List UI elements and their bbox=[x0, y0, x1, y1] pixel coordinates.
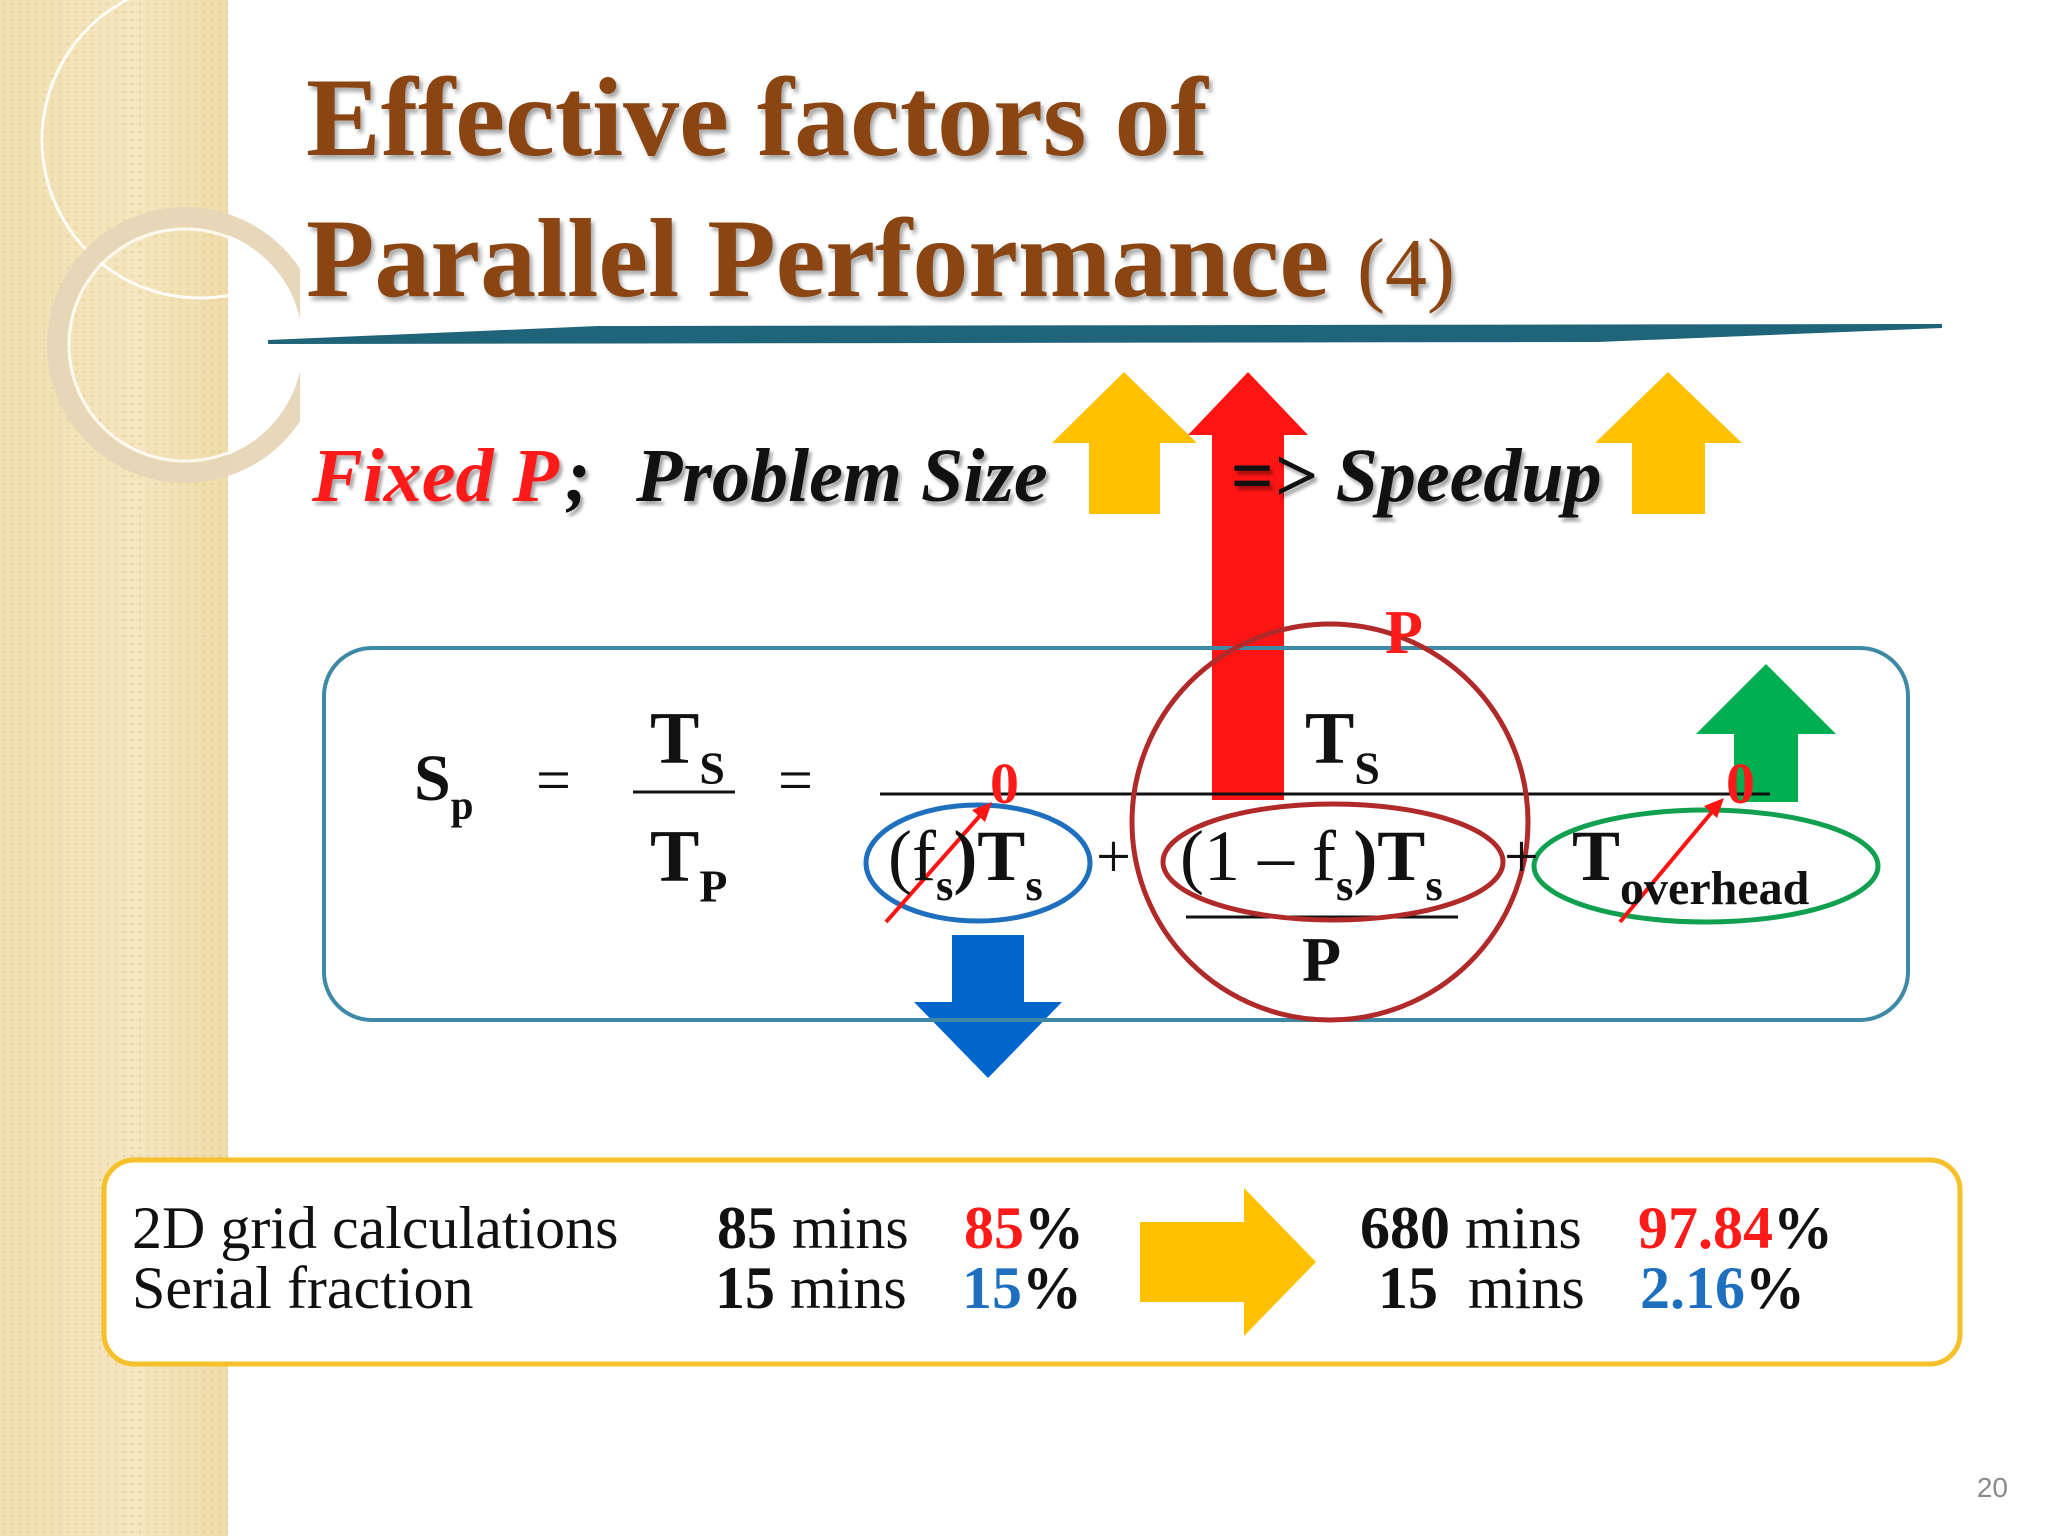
row2-time: 15 mins bbox=[715, 1258, 907, 1318]
fs-subscript: s bbox=[1335, 860, 1354, 911]
row1-unit: mins bbox=[792, 1195, 909, 1261]
plus-2: + bbox=[1504, 823, 1539, 891]
overhead-subscript: overhead bbox=[1620, 862, 1810, 915]
formula-tp-denominator: TP bbox=[650, 820, 727, 910]
ring-medium bbox=[47, 207, 300, 483]
row1-minutes: 85 bbox=[717, 1195, 777, 1261]
equals-1: = bbox=[536, 747, 571, 815]
speedup-label: => Speedup bbox=[1230, 434, 1602, 518]
ring-large bbox=[40, 0, 300, 300]
row2-percent: 15% bbox=[962, 1258, 1082, 1318]
decorative-rings bbox=[40, 0, 300, 483]
ts-subscript: S bbox=[699, 742, 725, 794]
row1-pct-sign-after: % bbox=[1773, 1195, 1833, 1261]
row2-pct-value-after: 2.16 bbox=[1640, 1255, 1745, 1321]
serial-term: (fs)Ts bbox=[888, 820, 1043, 908]
title-underline bbox=[268, 324, 1942, 344]
row2-time-after: 15 mins bbox=[1378, 1258, 1585, 1318]
green-up-arrow-icon bbox=[1696, 664, 1836, 802]
row2-pct-value: 15 bbox=[962, 1255, 1022, 1321]
strike-arrow-overhead bbox=[1618, 804, 1719, 924]
subtitle-semicolon: ; bbox=[565, 434, 591, 518]
strike-arrowhead-serial bbox=[972, 802, 992, 822]
row1-time-after: 680 mins bbox=[1360, 1198, 1582, 1258]
ts-symbol: T bbox=[1305, 698, 1355, 780]
ts-subscript: s bbox=[1425, 860, 1443, 911]
row1-pct-sign: % bbox=[1024, 1195, 1084, 1261]
red-ellipse-parallel-term bbox=[1160, 801, 1506, 923]
p-annotation: P bbox=[1385, 599, 1423, 667]
fs-subscript: s bbox=[935, 860, 954, 911]
fs-close-ts: )T bbox=[953, 816, 1026, 896]
tp-subscript: P bbox=[699, 860, 728, 912]
strike-arrowhead-overhead bbox=[1704, 798, 1724, 818]
page-number: 20 bbox=[1976, 1472, 2008, 1503]
sp-symbol: S bbox=[414, 742, 451, 815]
blue-down-arrow-icon bbox=[914, 935, 1062, 1078]
strike-arrow-serial bbox=[884, 808, 987, 924]
equals-2: = bbox=[778, 747, 813, 815]
slide-title-suffix: (4) bbox=[1357, 222, 1455, 315]
ts-symbol: T bbox=[650, 698, 700, 780]
formula-box bbox=[322, 646, 1910, 1022]
parallel-term: (1 – fs)Ts bbox=[1180, 820, 1443, 908]
row1-minutes-after: 680 bbox=[1360, 1195, 1450, 1261]
problem-size-label: Problem Size bbox=[636, 434, 1048, 518]
row2-pct-sign: % bbox=[1022, 1255, 1082, 1321]
sp-subscript: p bbox=[450, 782, 474, 828]
decorative-side-panel bbox=[0, 0, 228, 1536]
red-circle-parallel-term bbox=[1129, 621, 1531, 1023]
yellow-right-arrow-icon bbox=[1140, 1188, 1316, 1336]
row1-time: 85 mins bbox=[717, 1198, 909, 1258]
slide-title-line2: Parallel Performance (4) bbox=[306, 203, 1455, 315]
formula-ts-numerator: TS bbox=[650, 702, 725, 792]
t-overhead-symbol: T bbox=[1572, 816, 1621, 896]
row1-pct-value: 85 bbox=[964, 1195, 1024, 1261]
plus-1: + bbox=[1096, 823, 1131, 891]
zero-annotation-overhead: 0 bbox=[1726, 751, 1755, 816]
row2-pct-sign-after: % bbox=[1745, 1255, 1805, 1321]
row1-percent: 85% bbox=[964, 1198, 1084, 1258]
row2-percent-after: 2.16% bbox=[1640, 1258, 1805, 1318]
overhead-term: Toverhead bbox=[1572, 820, 1809, 913]
row2-minutes-after: 15 bbox=[1378, 1255, 1438, 1321]
row2-minutes: 15 bbox=[715, 1255, 775, 1321]
zero-annotation-serial: 0 bbox=[990, 751, 1019, 816]
title-underline-bar bbox=[268, 324, 1942, 344]
close-ts: )T bbox=[1353, 816, 1426, 896]
ts-subscript: S bbox=[1354, 742, 1380, 794]
blue-ellipse-serial-term bbox=[863, 802, 1093, 924]
row2-unit-after: mins bbox=[1468, 1255, 1585, 1321]
fixed-p-label: Fixed P bbox=[312, 434, 559, 518]
one-minus-fs: (1 – f bbox=[1180, 816, 1336, 896]
slide-title-line1: Effective factors of bbox=[306, 56, 1208, 180]
row2-unit: mins bbox=[790, 1255, 907, 1321]
yellow-up-arrow-icon bbox=[1595, 372, 1742, 514]
formula-sp: Sp bbox=[414, 746, 473, 826]
tp-symbol: T bbox=[650, 816, 700, 898]
formula-ts-main-numerator: TS bbox=[1305, 702, 1380, 792]
slide-title-main: Parallel Performance bbox=[306, 197, 1330, 321]
denominator-p: P bbox=[1302, 924, 1342, 995]
ring-medium-inner bbox=[67, 227, 300, 463]
example-box bbox=[101, 1157, 1963, 1367]
green-ellipse-overhead-term bbox=[1531, 807, 1881, 925]
row1-pct-value-after: 97.84 bbox=[1638, 1195, 1773, 1261]
row2-label: Serial fraction bbox=[132, 1255, 474, 1321]
row1-label: 2D grid calculations bbox=[132, 1195, 619, 1261]
ts-subscript: s bbox=[1025, 860, 1043, 911]
row1-percent-after: 97.84% bbox=[1638, 1198, 1833, 1258]
row1-unit-after: mins bbox=[1465, 1195, 1582, 1261]
yellow-up-arrow-icon bbox=[1052, 372, 1197, 514]
red-up-arrow-icon bbox=[1188, 372, 1308, 800]
fs-open: (f bbox=[888, 816, 936, 896]
